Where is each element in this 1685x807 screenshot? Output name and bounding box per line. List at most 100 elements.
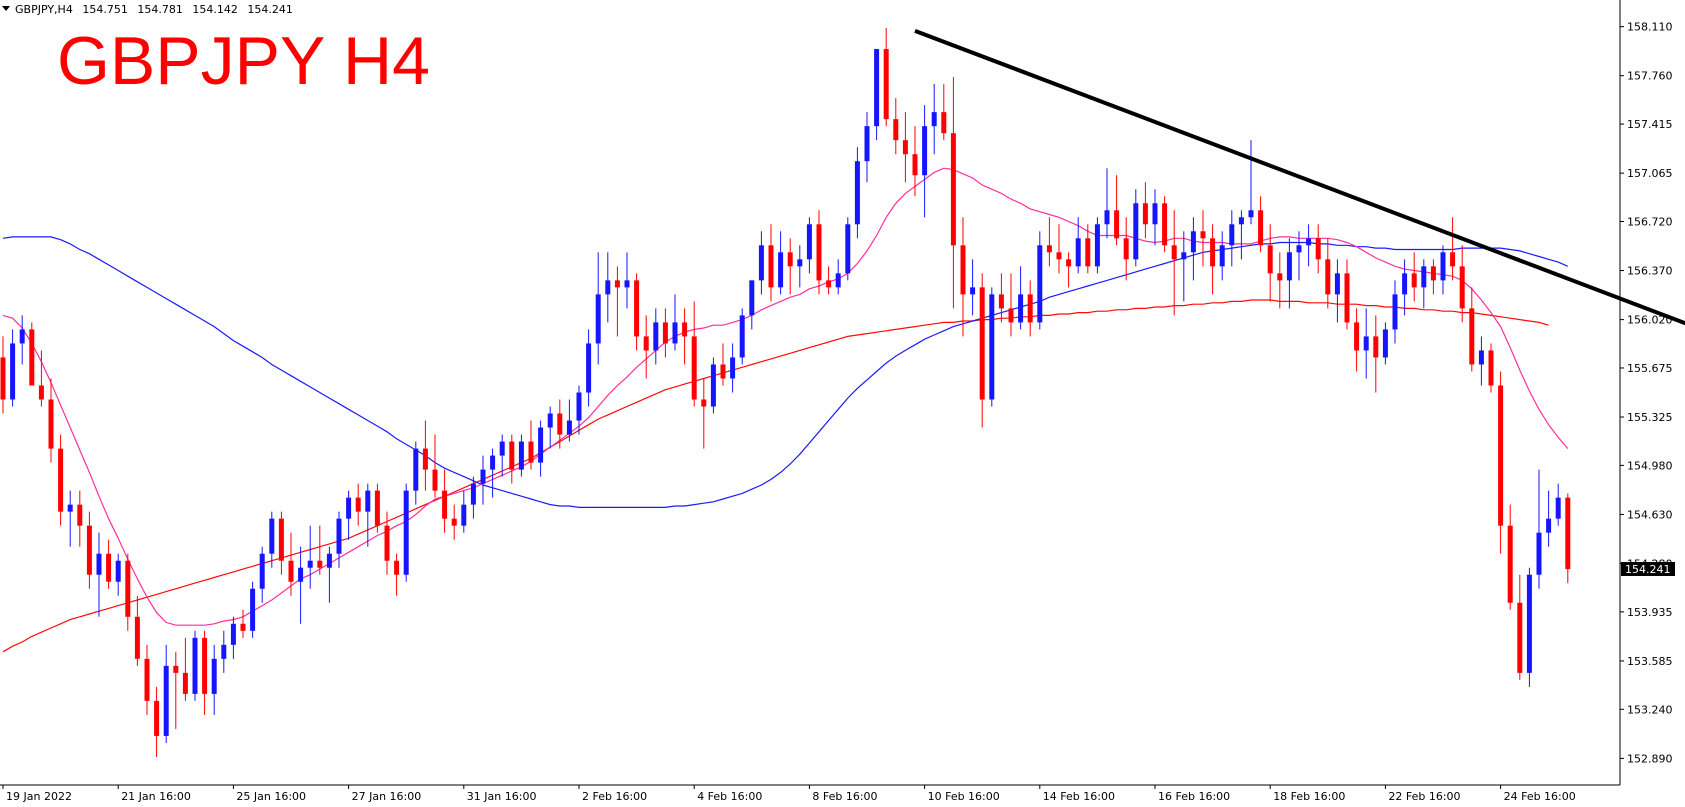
candle [1373, 315, 1379, 393]
candle-body [1219, 245, 1225, 267]
candle [346, 490, 352, 540]
candle [595, 252, 601, 365]
candle-body [1238, 217, 1244, 225]
candle [403, 483, 409, 582]
candle [38, 350, 44, 407]
candle-body [1133, 203, 1139, 260]
candle [1046, 217, 1052, 267]
candle-body [1046, 245, 1052, 253]
candle [1027, 280, 1033, 337]
candle [1133, 189, 1139, 267]
candle-body [96, 553, 102, 575]
candle [1219, 231, 1225, 281]
time-tick-label: 16 Feb 16:00 [1158, 790, 1230, 803]
candle-body [701, 399, 707, 407]
price-tick-label: 157.415 [1627, 118, 1673, 131]
candle-body [48, 399, 54, 449]
candle [1517, 574, 1523, 680]
candle [1440, 245, 1446, 295]
candle-body [989, 294, 995, 400]
candle-body [902, 140, 908, 155]
candle [538, 420, 544, 477]
candle [605, 252, 611, 323]
candle [1392, 280, 1398, 344]
time-tick-label: 31 Jan 16:00 [467, 790, 537, 803]
candle-body [1056, 252, 1062, 260]
candle [682, 308, 688, 365]
candle [1296, 231, 1302, 281]
candle-body [1517, 602, 1523, 673]
candle [979, 273, 985, 428]
candle [1286, 238, 1292, 309]
candle [778, 231, 784, 295]
candle [1277, 252, 1283, 309]
trendline[interactable] [914, 28, 1685, 414]
candle-body [1248, 210, 1254, 218]
candle-body [29, 329, 35, 386]
candle [240, 609, 246, 638]
candle-body [134, 616, 140, 659]
candle [19, 315, 25, 365]
candle-body [1114, 210, 1120, 239]
candle [1066, 252, 1072, 288]
candle-body [355, 497, 361, 512]
current-price-tag: 154.241 [1621, 561, 1675, 576]
candle-body [710, 364, 716, 407]
candle [739, 308, 745, 365]
candle-body [518, 441, 524, 470]
candle-body [739, 315, 745, 358]
price-tick-label: 153.935 [1627, 606, 1673, 619]
time-tick-label: 8 Feb 16:00 [812, 790, 877, 803]
candle [1238, 210, 1244, 260]
candle [797, 245, 803, 288]
candle [1181, 231, 1187, 302]
candle [384, 511, 390, 575]
candle [970, 259, 976, 316]
ma-mid-line [2, 236, 1569, 508]
candle-body [643, 336, 649, 351]
candle-body [326, 553, 332, 568]
candle [922, 105, 928, 218]
candle [1104, 168, 1110, 239]
candle-body [1306, 238, 1312, 246]
candle [1363, 308, 1369, 379]
candle-body [557, 413, 563, 435]
time-tick-label: 24 Feb 16:00 [1504, 790, 1576, 803]
candle [1459, 245, 1465, 323]
candle-body [682, 322, 688, 337]
price-axis: 158.110 157.760 157.415 157.065 156.720 156.3… [1620, 21, 1673, 765]
candle-body [1498, 385, 1504, 526]
candle [624, 252, 630, 309]
candle [1546, 490, 1552, 547]
candle-body [835, 273, 841, 288]
candle [490, 448, 496, 498]
candle-body [173, 665, 179, 673]
candle [29, 322, 35, 386]
candle-body [278, 518, 284, 561]
dropdown-triangle-icon[interactable] [2, 6, 10, 11]
candle-body [1018, 294, 1024, 323]
chart-title: GBPJPY H4 [57, 23, 430, 99]
candle [125, 553, 131, 631]
candle-body [250, 588, 256, 631]
candle [720, 343, 726, 386]
candle-body [1325, 259, 1331, 295]
candle-body [538, 427, 544, 463]
candle [374, 483, 380, 533]
candle-body [691, 336, 697, 400]
candle [48, 378, 54, 463]
candle-body [1488, 350, 1494, 386]
candle-body [470, 483, 476, 505]
candle [422, 420, 428, 491]
candle-body [1296, 245, 1302, 253]
candle [557, 399, 563, 449]
candle [576, 385, 582, 435]
candle [451, 504, 457, 540]
candle [1430, 259, 1436, 295]
candle [1315, 224, 1321, 274]
candle-body [413, 448, 419, 491]
candle-body [950, 133, 956, 246]
candle-body [970, 287, 976, 295]
candle-body [1363, 336, 1369, 351]
price-tick-label: 157.065 [1627, 167, 1673, 180]
